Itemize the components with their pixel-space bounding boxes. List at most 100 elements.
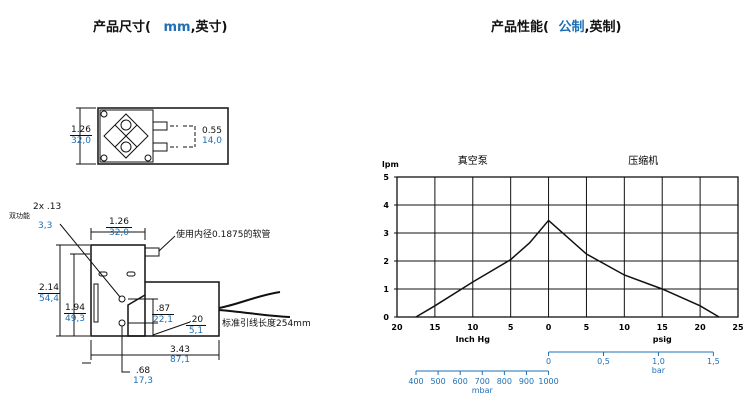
bar-tick-label: 1,0 bbox=[652, 357, 665, 366]
dim-mm: 32,0 bbox=[70, 136, 92, 146]
x-tick-label: 5 bbox=[508, 323, 514, 332]
dim-mm: 14,0 bbox=[201, 136, 223, 146]
dimensions-title: 产品尺寸( mm,英寸) bbox=[93, 21, 227, 34]
lead-wires bbox=[218, 291, 291, 318]
x-tick-label: 15 bbox=[657, 323, 669, 332]
screw-icon bbox=[144, 154, 152, 162]
bar-tick-label: 0,5 bbox=[597, 357, 610, 366]
dim-in: .20 bbox=[186, 315, 206, 326]
x-tick-label: 20 bbox=[695, 323, 707, 332]
mbar-tick-label: 400 bbox=[408, 377, 423, 386]
top-view-outline bbox=[97, 107, 229, 165]
y-tick-label: 4 bbox=[383, 201, 389, 210]
flow-curve bbox=[415, 219, 720, 318]
dim-mm: 32,0 bbox=[108, 228, 130, 238]
length-dim bbox=[90, 340, 220, 360]
x-tick-label: 10 bbox=[467, 323, 479, 332]
front-view-slot bbox=[93, 283, 99, 323]
x-tick-label: 5 bbox=[584, 323, 590, 332]
screw-icon bbox=[100, 154, 108, 162]
x-tick-label: 0 bbox=[546, 323, 552, 332]
y-tick-label: 0 bbox=[383, 313, 389, 322]
x-tick-label: 10 bbox=[619, 323, 631, 332]
valve-icon bbox=[120, 141, 132, 153]
bar-tick-label: 0 bbox=[546, 357, 551, 366]
lead-note: 标准引线长度254mm bbox=[222, 319, 311, 329]
title-unit-mm: mm bbox=[163, 20, 191, 35]
dim-in: 1.26 bbox=[70, 125, 92, 136]
dim-height-body: 1.94 49,3 bbox=[64, 303, 86, 324]
x-axis-label-left: Inch Hg bbox=[456, 335, 491, 344]
title-text: ,英制) bbox=[584, 20, 622, 35]
dim-port-spacing: 0.55 14,0 bbox=[200, 126, 224, 146]
title-text: 产品尺寸( bbox=[93, 20, 151, 35]
dim-mm: 5,1 bbox=[188, 326, 204, 336]
mbar-axis-label: mbar bbox=[472, 386, 494, 395]
dim-in: .87 bbox=[152, 304, 174, 315]
performance-title: 产品性能( 公制,英制) bbox=[491, 21, 621, 34]
height-body-dim bbox=[70, 253, 90, 336]
dim-in: .68 bbox=[135, 366, 151, 376]
dim-length: 3.43 87,1 bbox=[168, 345, 192, 365]
holes-leader bbox=[59, 223, 121, 298]
region-label-compressor: 压缩机 bbox=[628, 154, 658, 167]
dim-hole-offset: .20 5,1 bbox=[186, 315, 206, 336]
top-view-ribs bbox=[103, 113, 149, 159]
mount-label: 双功能 bbox=[9, 212, 30, 220]
width-top-dim bbox=[90, 228, 146, 240]
dim-height-total: 2.14 54,4 bbox=[38, 283, 60, 304]
dim-mm: 49,3 bbox=[64, 314, 86, 324]
dim-in: 1.26 bbox=[106, 217, 132, 228]
y-tick-label: 2 bbox=[383, 257, 389, 266]
front-view-motor bbox=[127, 281, 220, 337]
front-view-slot bbox=[126, 271, 136, 277]
title-unit-metric: 公制 bbox=[558, 20, 585, 35]
y-tick-label: 1 bbox=[383, 285, 389, 294]
dim-mm: 87,1 bbox=[169, 355, 191, 365]
x-tick-label: 15 bbox=[429, 323, 441, 332]
mounting-hole bbox=[118, 295, 126, 303]
dim-in: 0.55 bbox=[201, 126, 223, 136]
y-tick-label: 5 bbox=[383, 173, 389, 182]
mbar-tick-label: 900 bbox=[519, 377, 534, 386]
plot-frame bbox=[396, 176, 739, 318]
x-axis-label-right: psig bbox=[653, 335, 672, 344]
hole-x-dim bbox=[82, 326, 130, 373]
dim-holes-in: 2x .13 bbox=[33, 202, 62, 212]
hole-spacing-dim bbox=[128, 298, 158, 336]
tubing-leader bbox=[158, 235, 176, 252]
dim-top-height: 1.26 32,0 bbox=[70, 125, 92, 146]
mbar-tick-label: 800 bbox=[497, 377, 512, 386]
dim-mm: 17,3 bbox=[132, 376, 154, 386]
dim-hole-spacing: .87 22,1 bbox=[152, 304, 174, 325]
height-dim-line bbox=[76, 107, 96, 165]
mbar-tick-label: 600 bbox=[453, 377, 468, 386]
title-text: ,英寸) bbox=[190, 20, 228, 35]
y-axis-label: lpm bbox=[382, 160, 399, 169]
dim-holes-mm: 3,3 bbox=[38, 221, 53, 231]
title-text: 产品性能( bbox=[491, 20, 549, 35]
y-tick-label: 3 bbox=[383, 229, 389, 238]
mbar-tick-label: 500 bbox=[430, 377, 445, 386]
dim-in: 1.94 bbox=[64, 303, 86, 314]
x-tick-label: 20 bbox=[391, 323, 403, 332]
x-tick-label: 25 bbox=[732, 323, 744, 332]
port-fitting bbox=[152, 142, 168, 152]
dim-mm: 22,1 bbox=[152, 315, 174, 325]
region-label-vacuum: 真空泵 bbox=[458, 154, 488, 167]
bar-axis-label: bar bbox=[652, 366, 666, 375]
dim-width-top: 1.26 32,0 bbox=[106, 217, 132, 238]
dim-in: 3.43 bbox=[169, 345, 191, 355]
valve-icon bbox=[120, 119, 132, 131]
dim-hole-x: .68 17,3 bbox=[132, 366, 154, 386]
dim-mm: 54,4 bbox=[38, 294, 60, 304]
screw-icon bbox=[100, 110, 108, 118]
tubing-note: 使用内径0.1875的软管 bbox=[176, 230, 271, 240]
top-view-head bbox=[99, 109, 154, 163]
front-view-body bbox=[90, 244, 146, 337]
bar-tick-label: 1,5 bbox=[707, 357, 720, 366]
port-fitting bbox=[152, 121, 168, 131]
front-view-port bbox=[144, 247, 160, 257]
